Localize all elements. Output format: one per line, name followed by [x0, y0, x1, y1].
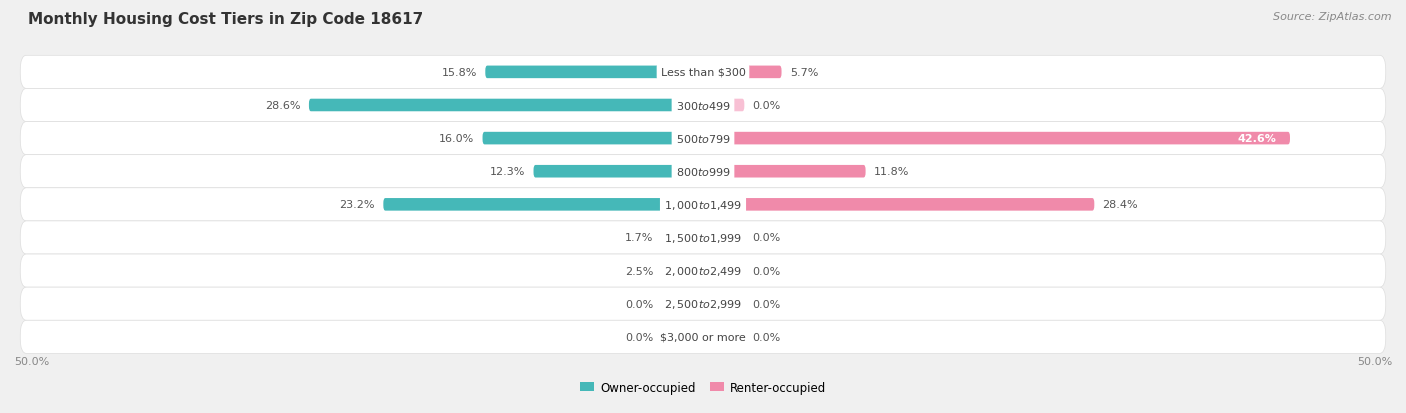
Text: 0.0%: 0.0% — [752, 233, 780, 243]
Text: 11.8%: 11.8% — [875, 167, 910, 177]
Text: 16.0%: 16.0% — [439, 134, 474, 144]
FancyBboxPatch shape — [20, 155, 1386, 188]
Text: Less than $300: Less than $300 — [661, 68, 745, 78]
FancyBboxPatch shape — [384, 199, 703, 211]
FancyBboxPatch shape — [703, 166, 866, 178]
Text: 0.0%: 0.0% — [626, 299, 654, 309]
FancyBboxPatch shape — [703, 331, 744, 343]
FancyBboxPatch shape — [482, 133, 703, 145]
Text: $300 to $499: $300 to $499 — [675, 100, 731, 112]
Text: 15.8%: 15.8% — [441, 68, 477, 78]
Text: $2,000 to $2,499: $2,000 to $2,499 — [664, 264, 742, 278]
FancyBboxPatch shape — [703, 265, 744, 277]
Text: $500 to $799: $500 to $799 — [675, 133, 731, 145]
Text: 0.0%: 0.0% — [752, 101, 780, 111]
Text: 0.0%: 0.0% — [752, 266, 780, 276]
FancyBboxPatch shape — [20, 89, 1386, 122]
FancyBboxPatch shape — [662, 298, 703, 310]
Text: 0.0%: 0.0% — [752, 332, 780, 342]
FancyBboxPatch shape — [20, 320, 1386, 354]
Text: $3,000 or more: $3,000 or more — [661, 332, 745, 342]
Text: 28.6%: 28.6% — [266, 101, 301, 111]
FancyBboxPatch shape — [20, 188, 1386, 221]
Text: $1,000 to $1,499: $1,000 to $1,499 — [664, 198, 742, 211]
FancyBboxPatch shape — [20, 56, 1386, 89]
FancyBboxPatch shape — [703, 232, 744, 244]
FancyBboxPatch shape — [662, 331, 703, 343]
FancyBboxPatch shape — [20, 254, 1386, 287]
Text: 50.0%: 50.0% — [1357, 356, 1392, 366]
Text: 2.5%: 2.5% — [626, 266, 654, 276]
Text: 28.4%: 28.4% — [1102, 200, 1139, 210]
Text: 5.7%: 5.7% — [790, 68, 818, 78]
Text: 0.0%: 0.0% — [626, 332, 654, 342]
FancyBboxPatch shape — [703, 100, 744, 112]
FancyBboxPatch shape — [309, 100, 703, 112]
Text: $1,500 to $1,999: $1,500 to $1,999 — [664, 231, 742, 244]
Text: 50.0%: 50.0% — [14, 356, 49, 366]
Text: 23.2%: 23.2% — [340, 200, 375, 210]
Text: 42.6%: 42.6% — [1237, 134, 1277, 144]
FancyBboxPatch shape — [703, 298, 744, 310]
Text: Monthly Housing Cost Tiers in Zip Code 18617: Monthly Housing Cost Tiers in Zip Code 1… — [28, 12, 423, 27]
Text: $800 to $999: $800 to $999 — [675, 166, 731, 178]
FancyBboxPatch shape — [20, 221, 1386, 254]
Text: 0.0%: 0.0% — [752, 299, 780, 309]
FancyBboxPatch shape — [662, 232, 703, 244]
FancyBboxPatch shape — [662, 265, 703, 277]
Text: 12.3%: 12.3% — [489, 167, 526, 177]
Text: $2,500 to $2,999: $2,500 to $2,999 — [664, 297, 742, 311]
FancyBboxPatch shape — [533, 166, 703, 178]
FancyBboxPatch shape — [703, 199, 1094, 211]
Text: Source: ZipAtlas.com: Source: ZipAtlas.com — [1274, 12, 1392, 22]
FancyBboxPatch shape — [20, 122, 1386, 155]
FancyBboxPatch shape — [485, 66, 703, 79]
FancyBboxPatch shape — [20, 287, 1386, 320]
FancyBboxPatch shape — [703, 133, 1289, 145]
FancyBboxPatch shape — [703, 66, 782, 79]
Legend: Owner-occupied, Renter-occupied: Owner-occupied, Renter-occupied — [575, 376, 831, 399]
Text: 1.7%: 1.7% — [626, 233, 654, 243]
